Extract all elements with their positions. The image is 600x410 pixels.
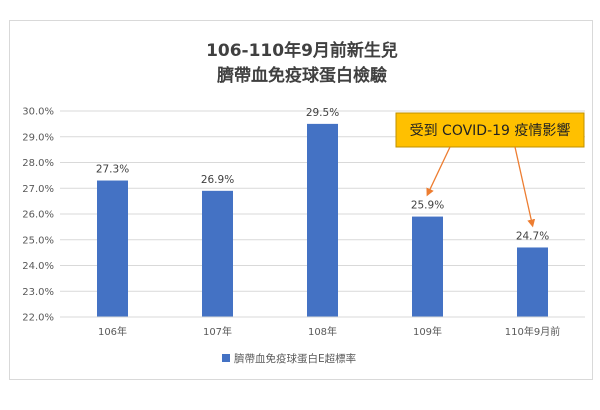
annotation-box xyxy=(395,112,585,148)
x-axis-ticks: 106年 107年 108年 109年 110年9月前 xyxy=(98,325,560,338)
bar xyxy=(202,190,233,317)
bar-chart: 106-110年9月前新生兒 臍帶血免疫球蛋白檢驗 22.0% 23.0% 24.0… xyxy=(22,40,585,365)
bars xyxy=(97,123,548,317)
y-axis-ticks: 22.0% 23.0% 24.0% 25.0% 26.0% 27.0% 28.0% 29.0%… xyxy=(22,107,54,324)
y-tick-label: 28.0% xyxy=(22,158,54,169)
legend: 臍帶血免疫球蛋白E超標率 xyxy=(222,352,356,365)
legend-swatch xyxy=(222,354,230,362)
annotation-arrow xyxy=(514,146,536,228)
data-label: 26.9% xyxy=(201,174,234,186)
bar xyxy=(97,180,128,317)
data-label: 29.5% xyxy=(306,107,339,119)
x-tick-label: 110年9月前 xyxy=(505,325,560,338)
y-tick-label: 30.0% xyxy=(22,107,54,118)
data-labels: 27.3% 26.9% 29.5% 25.9% 24.7% xyxy=(96,107,549,243)
chart-frame: 106-110年9月前新生兒 臍帶血免疫球蛋白檢驗 22.0% 23.0% 24.0… xyxy=(9,20,593,380)
x-tick-label: 108年 xyxy=(308,325,337,338)
y-tick-label: 27.0% xyxy=(22,184,54,195)
x-tick-label: 109年 xyxy=(413,325,442,338)
bar xyxy=(412,216,443,317)
data-label: 27.3% xyxy=(96,164,129,176)
annotation-text: 受到 COVID-19 疫情影響 xyxy=(410,122,571,139)
legend-label: 臍帶血免疫球蛋白E超標率 xyxy=(234,352,356,365)
chart-title-line1: 106-110年9月前新生兒 xyxy=(206,40,398,61)
bar xyxy=(307,123,338,317)
covid-annotation: 受到 COVID-19 疫情影響 xyxy=(395,112,585,228)
y-tick-label: 22.0% xyxy=(22,313,54,324)
y-tick-label: 23.0% xyxy=(22,287,54,298)
y-tick-label: 25.0% xyxy=(22,235,54,246)
chart-title-line2: 臍帶血免疫球蛋白檢驗 xyxy=(217,65,387,86)
annotation-arrow xyxy=(426,146,451,197)
y-tick-label: 24.0% xyxy=(22,261,54,272)
x-tick-label: 107年 xyxy=(203,325,232,338)
bar xyxy=(517,247,548,317)
x-tick-label: 106年 xyxy=(98,325,127,338)
y-tick-label: 26.0% xyxy=(22,210,54,221)
y-tick-label: 29.0% xyxy=(22,132,54,143)
data-label: 24.7% xyxy=(516,230,549,242)
data-label: 25.9% xyxy=(411,200,444,212)
